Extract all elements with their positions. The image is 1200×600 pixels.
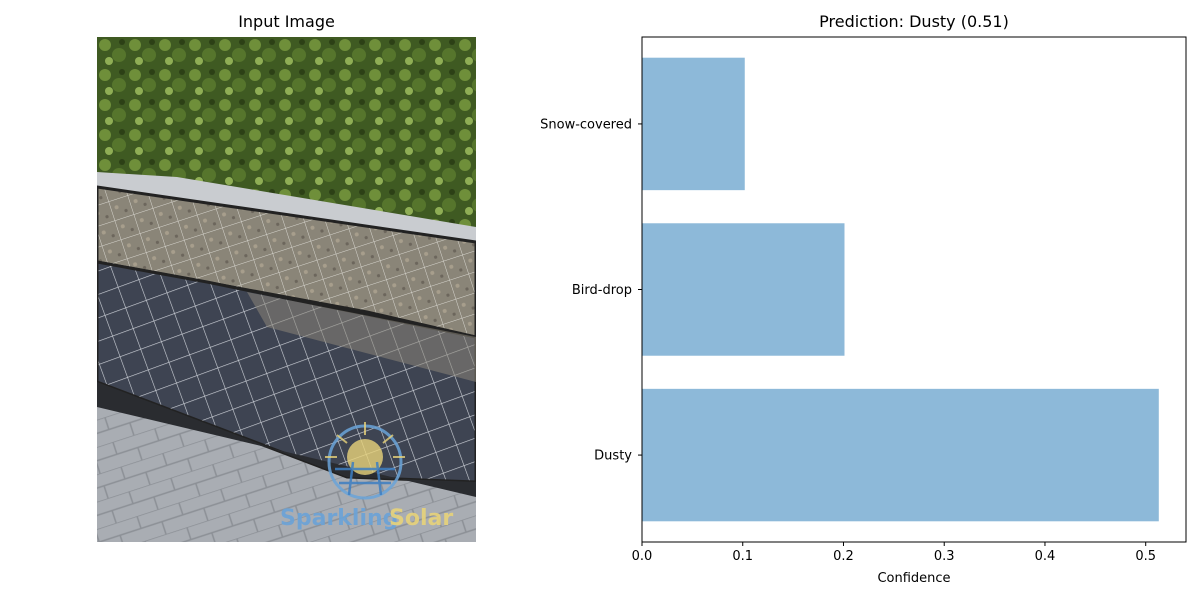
panel-mount-shadow <box>97 382 476 497</box>
x-tick-label: 0.1 <box>732 549 753 564</box>
y-tick-label: Dusty <box>594 449 632 464</box>
x-tick-label: 0.0 <box>632 549 653 564</box>
y-tick-label: Snow-covered <box>540 117 632 132</box>
input-photo: Sparkling Solar <box>97 37 476 542</box>
bar-dusty <box>642 388 1159 522</box>
y-tick-label: Bird-drop <box>572 283 632 298</box>
bar-snow-covered <box>642 57 745 191</box>
input-image-title: Input Image <box>238 12 335 31</box>
logo-text-sparkling: Sparkling <box>280 506 398 531</box>
sparkling-solar-logo: Sparkling Solar <box>280 422 453 531</box>
plot-frame <box>641 36 1187 543</box>
panel-dust-overlay <box>247 292 476 382</box>
x-tick-label: 0.3 <box>934 549 955 564</box>
solar-panel-row <box>97 260 476 484</box>
logo-text-solar: Solar <box>389 506 453 531</box>
x-tick-label: 0.5 <box>1135 549 1156 564</box>
x-tick-label: 0.4 <box>1035 549 1056 564</box>
bar-bird-drop <box>642 223 845 356</box>
x-axis-label: Confidence <box>877 571 950 586</box>
x-tick-label: 0.2 <box>833 549 854 564</box>
chart-title: Prediction: Dusty (0.51) <box>819 12 1009 31</box>
